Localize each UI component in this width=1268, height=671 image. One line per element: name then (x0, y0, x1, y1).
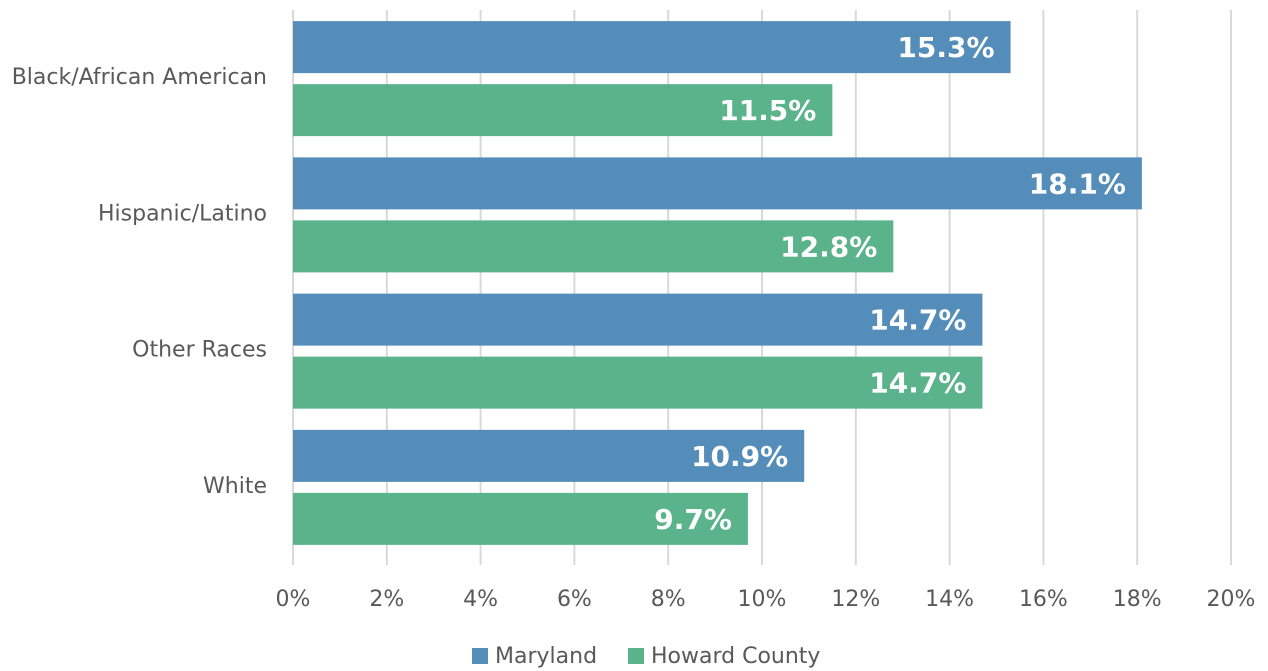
data-label: 18.1% (1029, 167, 1126, 200)
legend-swatch (472, 648, 488, 664)
bar (293, 356, 983, 409)
data-label: 11.5% (719, 94, 816, 127)
y-tick-label: Other Races (132, 338, 267, 363)
bar (293, 157, 1142, 210)
x-tick-label: 14% (925, 587, 974, 612)
legend-label: Maryland (495, 644, 597, 669)
legend-label: Howard County (651, 644, 820, 669)
y-tick-label: Hispanic/Latino (98, 201, 267, 226)
bar (293, 220, 894, 273)
data-label: 15.3% (897, 31, 994, 64)
x-tick-label: 18% (1113, 587, 1162, 612)
x-tick-label: 10% (738, 587, 787, 612)
bar (293, 492, 748, 545)
x-tick-label: 0% (276, 587, 311, 612)
x-tick-label: 20% (1207, 587, 1256, 612)
data-label: 10.9% (691, 440, 788, 473)
x-tick-label: 2% (369, 587, 404, 612)
x-tick-label: 8% (651, 587, 686, 612)
data-label: 12.8% (780, 230, 877, 263)
bar (293, 293, 983, 346)
bar (293, 21, 1011, 74)
x-tick-label: 6% (557, 587, 592, 612)
y-tick-label: White (203, 474, 267, 499)
data-label: 9.7% (654, 503, 732, 536)
data-label: 14.7% (869, 304, 966, 337)
bar (293, 429, 805, 482)
data-label: 14.7% (869, 367, 966, 400)
y-tick-label: Black/African American (12, 65, 267, 90)
x-tick-label: 4% (463, 587, 498, 612)
bar (293, 84, 833, 137)
legend-swatch (628, 648, 644, 664)
x-tick-label: 12% (831, 587, 880, 612)
x-tick-label: 16% (1019, 587, 1068, 612)
